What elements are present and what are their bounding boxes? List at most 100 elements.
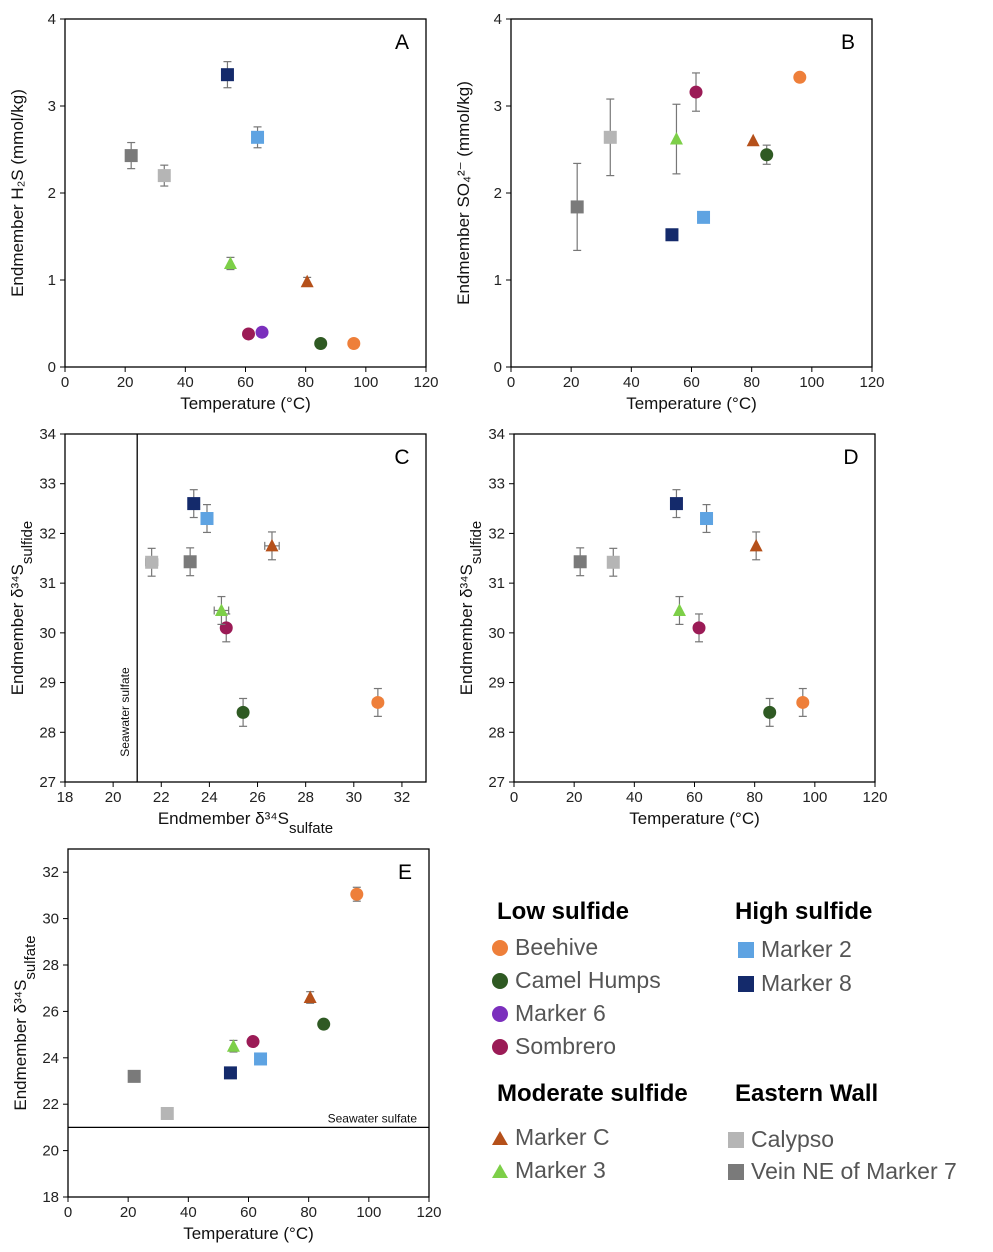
legend-item-vein-ne-of-marker-7: Vein NE of Marker 7 bbox=[727, 1158, 957, 1185]
x-tick-label: 60 bbox=[237, 374, 254, 391]
x-axis-label: Temperature (°C) bbox=[626, 394, 757, 413]
square-marker-icon bbox=[738, 975, 754, 992]
legend-group-title: Moderate sulfide bbox=[497, 1080, 688, 1107]
legend-group-title: Eastern Wall bbox=[735, 1080, 879, 1107]
x-tick-label: 32 bbox=[394, 789, 411, 806]
point-beehive bbox=[793, 70, 807, 84]
legend-item-label: Marker 3 bbox=[515, 1157, 606, 1183]
chart-panel-e: 0 20 40 60 80 100 120 18 20 22 24 26 28 30 32 E Temperat… bbox=[11, 848, 442, 1243]
x-tick-label: 100 bbox=[353, 374, 378, 391]
legend-item-marker-c: Marker C bbox=[491, 1124, 610, 1151]
circle-marker-icon bbox=[492, 1038, 508, 1055]
y-tick-label: 18 bbox=[42, 1189, 59, 1206]
panel-letter: E bbox=[398, 861, 412, 884]
point-marker-2 bbox=[251, 130, 265, 144]
point-calypso bbox=[145, 555, 159, 569]
seawater-sulfate-label: Seawater sulfate bbox=[328, 1111, 418, 1125]
point-marker-8 bbox=[223, 1066, 237, 1080]
y-tick-label: 31 bbox=[39, 575, 56, 592]
point-marker-8 bbox=[669, 497, 683, 511]
legend-item-label: Camel Humps bbox=[515, 967, 661, 993]
legend-group-title: Low sulfide bbox=[497, 898, 629, 925]
y-axis-label: Endmember δ³⁴Ssulfide bbox=[457, 521, 485, 695]
legend-item-label: Marker C bbox=[515, 1124, 610, 1150]
x-tick-label: 0 bbox=[61, 374, 69, 391]
y-tick-label: 30 bbox=[488, 625, 505, 642]
point-sombrero bbox=[689, 85, 703, 99]
circle-marker-icon bbox=[492, 939, 508, 956]
point-marker-2 bbox=[254, 1052, 268, 1066]
legend-item-label: Marker 6 bbox=[515, 1000, 606, 1026]
point-marker-3 bbox=[669, 132, 683, 145]
y-tick-label: 1 bbox=[48, 272, 56, 289]
x-tick-label: 60 bbox=[686, 789, 703, 806]
legend-item-marker-2: Marker 2 bbox=[737, 936, 852, 963]
x-tick-label: 40 bbox=[177, 374, 194, 391]
point-marker-2 bbox=[700, 512, 714, 526]
x-axis-label: Temperature (°C) bbox=[629, 809, 760, 828]
x-tick-label: 40 bbox=[623, 374, 640, 391]
y-tick-label: 31 bbox=[488, 575, 505, 592]
y-tick-label: 3 bbox=[494, 98, 502, 115]
point-camel-humps bbox=[317, 1017, 331, 1031]
point-sombrero bbox=[242, 327, 256, 341]
point-sombrero bbox=[246, 1035, 260, 1049]
point-marker-2 bbox=[697, 210, 711, 224]
x-tick-label: 40 bbox=[626, 789, 643, 806]
x-axis-label: Temperature (°C) bbox=[180, 394, 311, 413]
plot-frame bbox=[510, 18, 873, 368]
x-tick-label: 60 bbox=[683, 374, 700, 391]
triangle-marker-icon bbox=[492, 1163, 508, 1178]
legend-item-marker-8: Marker 8 bbox=[737, 970, 852, 997]
x-axis-label: Endmember δ³⁴Ssulfate bbox=[158, 809, 333, 837]
point-marker-c bbox=[746, 133, 760, 147]
y-tick-label: 0 bbox=[48, 359, 56, 376]
point-camel-humps bbox=[760, 148, 774, 162]
point-calypso bbox=[157, 169, 171, 183]
y-tick-label: 34 bbox=[39, 426, 56, 443]
circle-marker-icon bbox=[492, 972, 508, 989]
panel-letter: B bbox=[841, 31, 855, 54]
point-marker-c bbox=[265, 538, 279, 552]
x-tick-label: 0 bbox=[510, 789, 518, 806]
x-tick-label: 22 bbox=[153, 789, 170, 806]
y-tick-label: 24 bbox=[42, 1050, 59, 1067]
legend-item-calypso: Calypso bbox=[727, 1126, 834, 1153]
seawater-sulfate-label: Seawater sulfate bbox=[118, 667, 132, 757]
legend-item-label: Sombrero bbox=[515, 1033, 616, 1059]
y-axis-label: Endmember SO₄²⁻ (mmol/kg) bbox=[454, 81, 473, 305]
y-tick-label: 32 bbox=[488, 525, 505, 542]
point-marker-c bbox=[303, 990, 317, 1003]
y-tick-label: 28 bbox=[42, 957, 59, 974]
y-tick-label: 30 bbox=[42, 911, 59, 928]
point-beehive bbox=[371, 695, 385, 709]
point-beehive bbox=[350, 887, 364, 901]
point-marker-3 bbox=[214, 603, 228, 616]
point-marker-8 bbox=[220, 68, 234, 82]
legend-item-beehive: Beehive bbox=[491, 934, 598, 961]
point-marker-8 bbox=[187, 497, 201, 511]
square-marker-icon bbox=[728, 1131, 744, 1148]
point-camel-humps bbox=[763, 705, 777, 719]
legend-item-label: Vein NE of Marker 7 bbox=[751, 1158, 957, 1184]
x-tick-label: 120 bbox=[859, 374, 884, 391]
x-tick-label: 18 bbox=[57, 789, 74, 806]
x-tick-label: 28 bbox=[297, 789, 314, 806]
x-axis-label: Temperature (°C) bbox=[183, 1224, 314, 1243]
x-tick-label: 0 bbox=[64, 1204, 72, 1221]
point-sombrero bbox=[692, 621, 706, 635]
point-vein-ne-of-marker-7 bbox=[183, 555, 197, 569]
panel-letter: C bbox=[394, 446, 409, 469]
point-marker-3 bbox=[672, 603, 686, 616]
y-tick-label: 33 bbox=[488, 476, 505, 493]
y-tick-label: 30 bbox=[39, 625, 56, 642]
x-tick-label: 60 bbox=[240, 1204, 257, 1221]
x-tick-label: 20 bbox=[563, 374, 580, 391]
chart-panel-c: 18 20 22 24 26 28 30 32 27 28 29 30 31 32 33 34 C Endmemb… bbox=[8, 426, 427, 837]
point-vein-ne-of-marker-7 bbox=[124, 149, 138, 163]
x-tick-label: 40 bbox=[180, 1204, 197, 1221]
y-tick-label: 0 bbox=[494, 359, 502, 376]
x-tick-label: 80 bbox=[297, 374, 314, 391]
point-calypso bbox=[606, 555, 620, 569]
legend-item-label: Marker 8 bbox=[761, 970, 852, 996]
